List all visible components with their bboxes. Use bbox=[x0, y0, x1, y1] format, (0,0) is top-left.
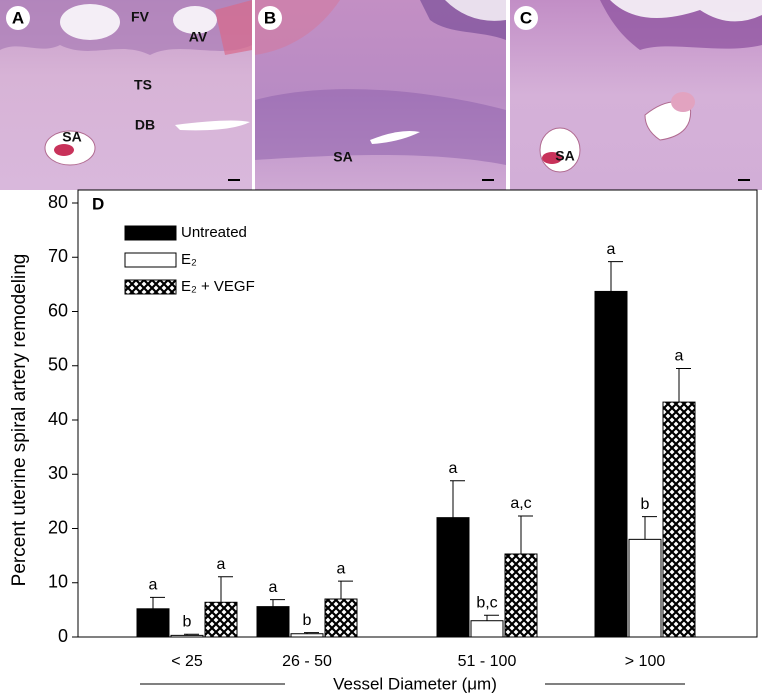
tissue-label: SA bbox=[62, 129, 81, 145]
error-bar bbox=[338, 580, 353, 600]
significance-letter: a bbox=[149, 577, 158, 594]
error-bar bbox=[184, 633, 199, 636]
tissue-label: TS bbox=[134, 77, 152, 93]
significance-letter: b bbox=[303, 612, 312, 629]
bar bbox=[470, 620, 504, 638]
error-bar bbox=[642, 516, 657, 540]
significance-letter: a,c bbox=[510, 495, 531, 512]
y-tick-label: 70 bbox=[48, 246, 68, 266]
panel-label: C bbox=[520, 8, 532, 27]
bar bbox=[436, 517, 470, 638]
panel-label: A bbox=[12, 8, 24, 27]
micrograph-a bbox=[0, 0, 252, 190]
panel-badge bbox=[6, 6, 30, 30]
y-tick-label: 30 bbox=[48, 463, 68, 483]
significance-letter: b bbox=[183, 614, 192, 631]
legend-label: Untreated bbox=[181, 224, 247, 241]
error-bar bbox=[270, 599, 285, 607]
error-bar bbox=[518, 515, 533, 554]
y-axis-label: Percent uterine spiral artery remodeling bbox=[9, 254, 30, 587]
legend-label: E₂ + VEGF bbox=[181, 278, 255, 295]
legend-swatch bbox=[124, 279, 177, 295]
panel-label: B bbox=[264, 8, 276, 27]
x-tick-label: 26 - 50 bbox=[282, 653, 332, 670]
y-tick-label: 10 bbox=[48, 572, 68, 592]
bar bbox=[204, 601, 238, 638]
x-tick-label: 51 - 100 bbox=[458, 653, 517, 670]
bar bbox=[290, 633, 324, 638]
significance-letter: b,c bbox=[476, 595, 497, 612]
error-bar bbox=[608, 261, 623, 292]
micrograph-b bbox=[255, 0, 506, 190]
tissue-label: DB bbox=[135, 117, 155, 133]
panel-badge bbox=[258, 6, 282, 30]
bar bbox=[136, 608, 170, 638]
tissue-label: AV bbox=[189, 29, 208, 45]
y-tick-label: 40 bbox=[48, 409, 68, 429]
micrograph-c bbox=[510, 0, 762, 190]
error-bar bbox=[150, 596, 165, 609]
error-bar bbox=[450, 480, 465, 518]
legend-swatch bbox=[124, 225, 177, 241]
error-bar bbox=[218, 576, 233, 603]
bar bbox=[504, 553, 538, 638]
error-bar bbox=[676, 367, 691, 403]
bar bbox=[256, 606, 290, 638]
legend-swatch bbox=[124, 252, 177, 268]
bar bbox=[170, 634, 204, 638]
bar bbox=[594, 290, 628, 638]
error-bar bbox=[304, 632, 319, 634]
significance-letter: a bbox=[607, 241, 616, 258]
x-tick-label: < 25 bbox=[171, 653, 203, 670]
significance-letter: a bbox=[217, 556, 226, 573]
bar bbox=[324, 598, 358, 638]
y-tick-label: 20 bbox=[48, 517, 68, 537]
significance-letter: a bbox=[449, 460, 458, 477]
significance-letter: a bbox=[337, 560, 346, 577]
tissue-label: SA bbox=[555, 148, 574, 164]
y-tick-label: 50 bbox=[48, 355, 68, 375]
error-bar bbox=[484, 614, 499, 621]
tissue-label: FV bbox=[131, 9, 150, 25]
bar bbox=[662, 401, 696, 638]
y-tick-label: 80 bbox=[48, 192, 68, 212]
significance-letter: a bbox=[269, 579, 278, 596]
y-tick-label: 0 bbox=[58, 626, 68, 646]
bar bbox=[628, 538, 662, 638]
x-tick-label: > 100 bbox=[625, 653, 666, 670]
legend-label: E₂ bbox=[181, 251, 197, 268]
panel-label: D bbox=[92, 194, 104, 213]
significance-letter: b bbox=[641, 496, 650, 513]
x-axis-label: Vessel Diameter (μm) bbox=[333, 674, 497, 693]
plot-frame bbox=[77, 189, 758, 638]
significance-letter: a bbox=[675, 348, 684, 365]
tissue-label: SA bbox=[333, 149, 352, 165]
y-tick-label: 60 bbox=[48, 300, 68, 320]
panel-badge bbox=[514, 6, 538, 30]
